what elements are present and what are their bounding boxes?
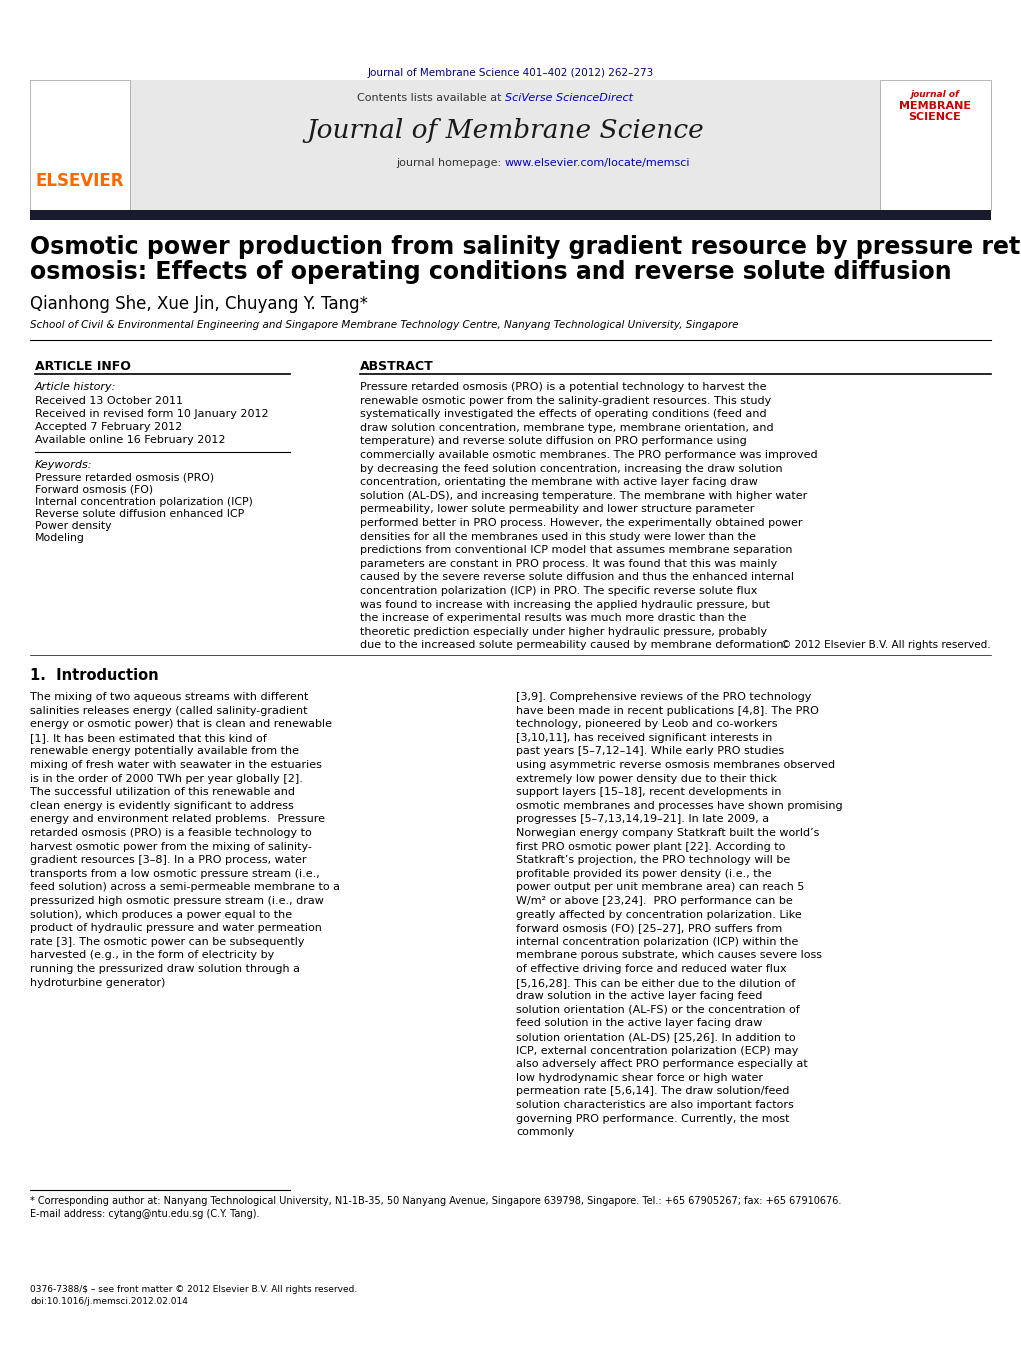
Bar <box>880 80 991 209</box>
Text: 0376-7388/$ – see front matter © 2012 Elsevier B.V. All rights reserved.
doi:10.: 0376-7388/$ – see front matter © 2012 El… <box>30 1285 357 1306</box>
Text: Osmotic power production from salinity gradient resource by pressure retarded: Osmotic power production from salinity g… <box>30 235 1021 259</box>
Text: ABSTRACT: ABSTRACT <box>360 359 434 373</box>
Text: SCIENCE: SCIENCE <box>909 112 962 122</box>
Text: ELSEVIER: ELSEVIER <box>36 172 125 190</box>
Text: Accepted 7 February 2012: Accepted 7 February 2012 <box>35 422 183 432</box>
Text: Pressure retarded osmosis (PRO): Pressure retarded osmosis (PRO) <box>35 473 214 484</box>
Text: * Corresponding author at: Nanyang Technological University, N1-1B-35, 50 Nanyan: * Corresponding author at: Nanyang Techn… <box>30 1196 841 1219</box>
Text: MEMBRANE: MEMBRANE <box>900 101 971 111</box>
Bar <box>130 80 880 209</box>
Text: journal homepage:: journal homepage: <box>396 158 505 168</box>
Text: Keywords:: Keywords: <box>35 459 93 470</box>
Text: 1.  Introduction: 1. Introduction <box>30 667 158 684</box>
Bar <box>30 209 991 220</box>
Text: © 2012 Elsevier B.V. All rights reserved.: © 2012 Elsevier B.V. All rights reserved… <box>781 640 991 650</box>
Text: Journal of Membrane Science 401–402 (2012) 262–273: Journal of Membrane Science 401–402 (201… <box>368 68 654 78</box>
Text: Received 13 October 2011: Received 13 October 2011 <box>35 396 183 407</box>
Text: Qianhong She, Xue Jin, Chuyang Y. Tang*: Qianhong She, Xue Jin, Chuyang Y. Tang* <box>30 295 368 313</box>
Text: [3,9]. Comprehensive reviews of the PRO technology
have been made in recent publ: [3,9]. Comprehensive reviews of the PRO … <box>516 692 842 1138</box>
Text: School of Civil & Environmental Engineering and Singapore Membrane Technology Ce: School of Civil & Environmental Engineer… <box>30 320 738 330</box>
Text: Internal concentration polarization (ICP): Internal concentration polarization (ICP… <box>35 497 253 507</box>
Text: www.elsevier.com/locate/memsci: www.elsevier.com/locate/memsci <box>505 158 690 168</box>
Text: Modeling: Modeling <box>35 534 85 543</box>
Text: Available online 16 February 2012: Available online 16 February 2012 <box>35 435 226 444</box>
Text: osmosis: Effects of operating conditions and reverse solute diffusion: osmosis: Effects of operating conditions… <box>30 259 952 284</box>
Text: Article history:: Article history: <box>35 382 116 392</box>
Text: Journal of Membrane Science: Journal of Membrane Science <box>306 118 703 143</box>
Text: Pressure retarded osmosis (PRO) is a potential technology to harvest the
renewab: Pressure retarded osmosis (PRO) is a pot… <box>360 382 818 650</box>
Text: The mixing of two aqueous streams with different
salinities releases energy (cal: The mixing of two aqueous streams with d… <box>30 692 340 988</box>
Text: SciVerse ScienceDirect: SciVerse ScienceDirect <box>505 93 633 103</box>
Text: journal of: journal of <box>911 91 960 99</box>
Text: Reverse solute diffusion enhanced ICP: Reverse solute diffusion enhanced ICP <box>35 509 244 519</box>
Text: Forward osmosis (FO): Forward osmosis (FO) <box>35 485 153 494</box>
Text: Contents lists available at: Contents lists available at <box>357 93 505 103</box>
Text: ARTICLE INFO: ARTICLE INFO <box>35 359 131 373</box>
Text: Received in revised form 10 January 2012: Received in revised form 10 January 2012 <box>35 409 269 419</box>
Bar <box>30 80 130 209</box>
Text: Power density: Power density <box>35 521 111 531</box>
